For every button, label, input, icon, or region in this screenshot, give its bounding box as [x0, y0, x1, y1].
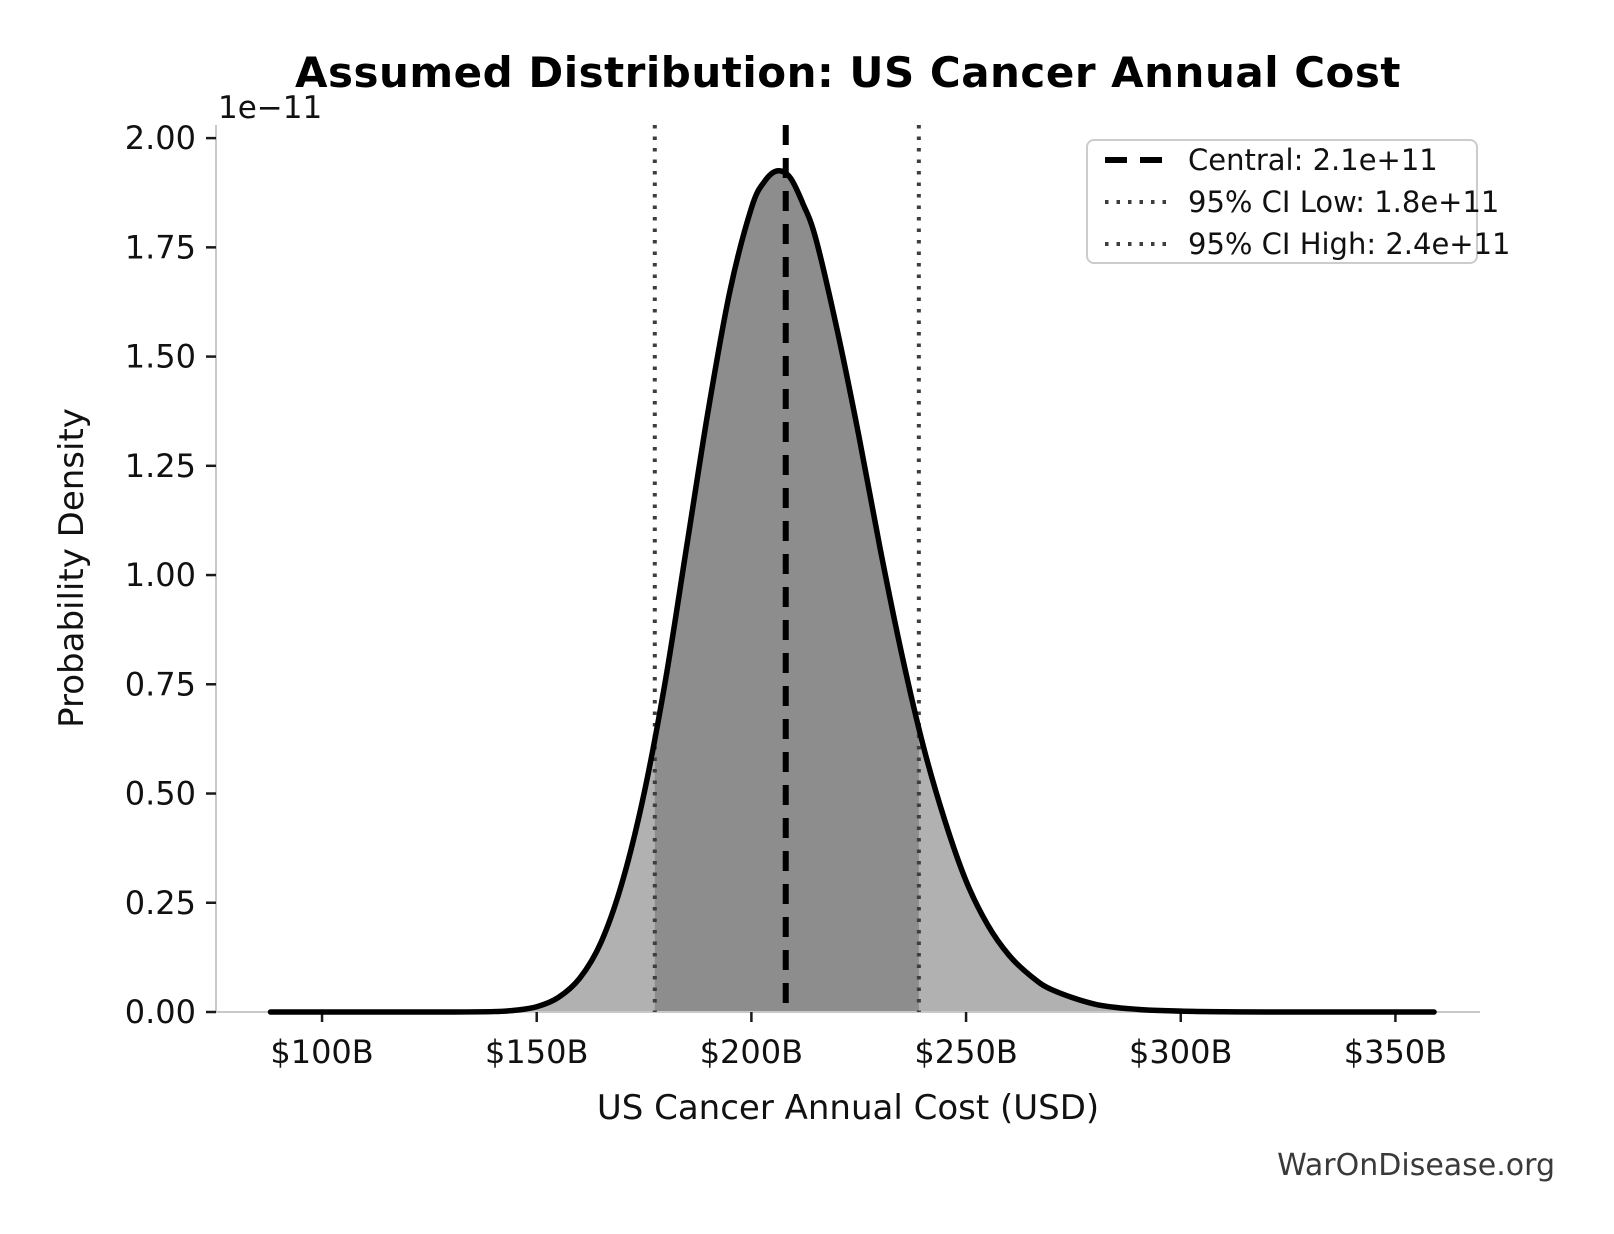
legend: Central: 2.1e+11 95% CI Low: 1.8e+11 95%… — [1086, 139, 1511, 264]
y-tick-label: 1.00 — [125, 556, 196, 594]
y-tick-label: 2.00 — [125, 119, 196, 157]
x-tick-label: $300B — [1129, 1033, 1232, 1071]
y-axis-offset-text: 1e−11 — [218, 90, 323, 126]
y-tick-label: 1.75 — [125, 228, 196, 266]
y-axis-label: Probability Density — [52, 408, 92, 728]
x-tick-label: $250B — [914, 1033, 1017, 1071]
legend-item-ci-low: 95% CI Low: 1.8e+11 — [1104, 185, 1499, 219]
legend-label-ci-high: 95% CI High: 2.4e+11 — [1188, 226, 1511, 261]
x-tick-label: $350B — [1344, 1033, 1447, 1071]
x-axis-label: US Cancer Annual Cost (USD) — [596, 1088, 1100, 1128]
y-tick-label: 0.00 — [125, 993, 196, 1031]
dotted-line-icon — [1105, 199, 1167, 204]
density-fill-ci — [654, 170, 919, 1012]
legend-item-central: Central: 2.1e+11 — [1104, 143, 1468, 177]
dashed-line-icon — [1105, 156, 1167, 163]
x-tick-label: $150B — [485, 1033, 588, 1071]
chart-title: Assumed Distribution: US Cancer Annual C… — [295, 48, 1401, 97]
legend-label-ci-low: 95% CI Low: 1.8e+11 — [1188, 184, 1500, 219]
watermark: WarOnDisease.org — [1277, 1148, 1555, 1183]
legend-label-central: Central: 2.1e+11 — [1188, 142, 1438, 177]
dotted-line-icon — [1105, 241, 1167, 246]
x-tick-label: $200B — [700, 1033, 803, 1071]
y-tick-label: 0.50 — [125, 775, 196, 813]
x-tick-label: $100B — [270, 1033, 373, 1071]
y-tick-label: 1.25 — [125, 447, 196, 485]
y-tick-label: 0.25 — [125, 884, 196, 922]
y-tick-label: 0.75 — [125, 665, 196, 703]
y-tick-label: 1.50 — [125, 338, 196, 376]
density-curve — [267, 167, 1437, 1015]
legend-item-ci-high: 95% CI High: 2.4e+11 — [1104, 227, 1511, 261]
